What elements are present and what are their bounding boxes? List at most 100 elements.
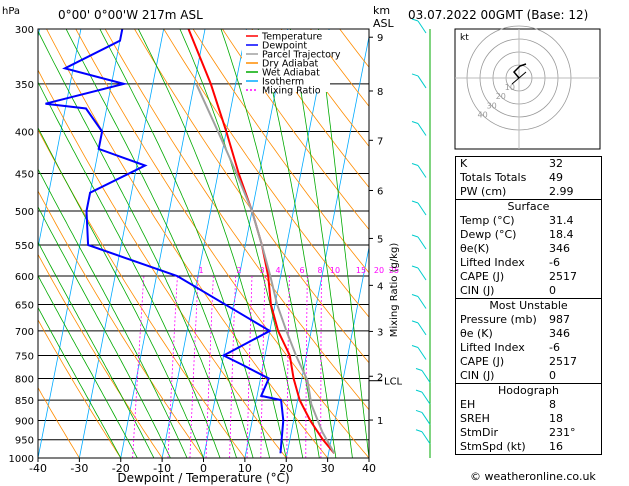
km-tick-label: 1 xyxy=(377,416,383,427)
hodograph-title: Hodograph xyxy=(498,384,559,397)
mixing-ratio-label: 25 xyxy=(389,266,399,275)
legend-entry: Mixing Ratio xyxy=(262,86,321,97)
surface-row: θe(K) 346 xyxy=(460,242,570,255)
temperature-tick-label: 40 xyxy=(362,462,376,475)
wind-barb xyxy=(411,320,419,324)
pressure-tick-label: 300 xyxy=(15,25,34,36)
index-row: PW (cm) 2.99 xyxy=(460,185,574,198)
index-row: K 32 xyxy=(460,157,563,170)
surface-row: CIN (J) 0 xyxy=(460,284,556,297)
wet-adiabat xyxy=(38,126,204,458)
mixing-ratio-label: 6 xyxy=(299,266,304,275)
hodo-row: StmDir 231° xyxy=(460,426,576,439)
mixing-ratio-axis-label: Mixing Ratio (g/kg) xyxy=(389,243,400,338)
wet-adiabat xyxy=(38,241,155,458)
pressure-tick-label: 900 xyxy=(15,416,34,427)
hodograph-unit: kt xyxy=(460,33,469,43)
dry-adiabat xyxy=(38,253,163,458)
x-axis-label: Dewpoint / Temperature (°C) xyxy=(117,471,289,485)
wet-adiabat xyxy=(38,274,138,458)
mixing-ratio-label: 2 xyxy=(236,266,241,275)
mixing-ratio-line xyxy=(305,275,308,458)
temperature-tick-label: 20 xyxy=(279,462,293,475)
wind-barb xyxy=(417,123,427,136)
temperature-tick-label: -30 xyxy=(70,462,88,475)
isotherm-line xyxy=(285,34,369,458)
surface-row: CAPE (J) 2517 xyxy=(460,270,577,283)
wet-adiabat xyxy=(38,168,188,458)
wet-adiabat xyxy=(99,29,271,458)
mixing-ratio-label: 10 xyxy=(330,266,340,275)
hodograph-ring-label: 40 xyxy=(478,110,488,119)
wind-barb xyxy=(411,200,419,204)
pressure-tick-label: 950 xyxy=(15,436,34,447)
dry-adiabat xyxy=(38,319,122,458)
most-unstable-title: Most Unstable xyxy=(489,299,568,312)
mixing-ratio-line xyxy=(286,275,290,458)
pressure-tick-label: 500 xyxy=(15,207,34,218)
pressure-tick-label: 400 xyxy=(15,128,34,139)
wind-barb xyxy=(415,368,423,371)
pressure-tick-label: 700 xyxy=(15,327,34,338)
wind-barb xyxy=(411,294,419,297)
index-row: Totals Totals 49 xyxy=(460,171,563,184)
isotherm-line xyxy=(244,29,330,458)
wind-barb xyxy=(411,18,419,22)
dry-adiabat xyxy=(38,128,246,458)
surface-title: Surface xyxy=(507,200,550,213)
mixing-ratio-line xyxy=(189,275,199,458)
dry-adiabat xyxy=(75,29,369,458)
mixing-ratio-label: 4 xyxy=(275,266,280,275)
temperature-tick-label: 0 xyxy=(200,462,207,475)
mu-row: Lifted Index -6 xyxy=(460,341,560,354)
wind-barb xyxy=(417,322,427,336)
copyright: © weatheronline.co.uk xyxy=(470,470,596,483)
dry-adiabat xyxy=(38,386,80,458)
wind-barb xyxy=(421,412,431,425)
dry-adiabat xyxy=(192,29,369,274)
mixing-ratio-line xyxy=(132,275,145,458)
km-tick-label: 9 xyxy=(377,33,383,44)
temperature-line xyxy=(187,29,336,454)
storm-motion-arrow xyxy=(511,71,527,85)
hodo-row: EH 8 xyxy=(460,398,556,411)
legend-entry: Dewpoint xyxy=(262,41,307,52)
wind-barb xyxy=(415,429,423,433)
pressure-tick-label: 350 xyxy=(15,80,34,91)
km-tick-label: 6 xyxy=(377,186,383,197)
km-tick-label: 7 xyxy=(377,136,383,147)
pressure-tick-label: 650 xyxy=(15,301,34,312)
wet-adiabat xyxy=(289,29,353,458)
wet-adiabat xyxy=(65,29,254,458)
pressure-tick-label: 1000 xyxy=(9,454,34,465)
temperature-tick-label: -10 xyxy=(153,462,171,475)
wind-barb xyxy=(415,409,423,413)
wind-barb xyxy=(421,391,431,405)
pressure-tick-label: 850 xyxy=(15,396,34,407)
mixing-ratio-label: 8 xyxy=(317,266,322,275)
wet-adiabat xyxy=(38,205,171,458)
dry-adiabat xyxy=(104,29,369,411)
asl-label: ASL xyxy=(373,17,394,30)
mixing-ratio-line xyxy=(205,275,214,458)
temperature-tick-label: 10 xyxy=(238,462,252,475)
wind-barb xyxy=(415,389,423,393)
wind-barb xyxy=(417,347,427,360)
legend-entry: Dry Adiabat xyxy=(262,59,319,70)
wind-barb xyxy=(417,75,427,89)
hodograph-frame xyxy=(454,28,601,150)
dry-adiabat xyxy=(134,29,369,364)
mixing-ratio-line xyxy=(167,275,178,458)
mu-row: Pressure (mb) 987 xyxy=(460,313,570,326)
dry-adiabat xyxy=(38,190,204,458)
wind-barb xyxy=(411,73,419,77)
km-tick-label: 2 xyxy=(377,372,383,383)
hodograph-trace xyxy=(512,63,527,79)
wind-barb xyxy=(417,165,427,178)
mu-row: CAPE (J) 2517 xyxy=(460,355,577,368)
km-tick-label: 3 xyxy=(377,327,383,338)
pressure-tick-label: 600 xyxy=(15,272,34,283)
dry-adiabat xyxy=(251,29,369,189)
